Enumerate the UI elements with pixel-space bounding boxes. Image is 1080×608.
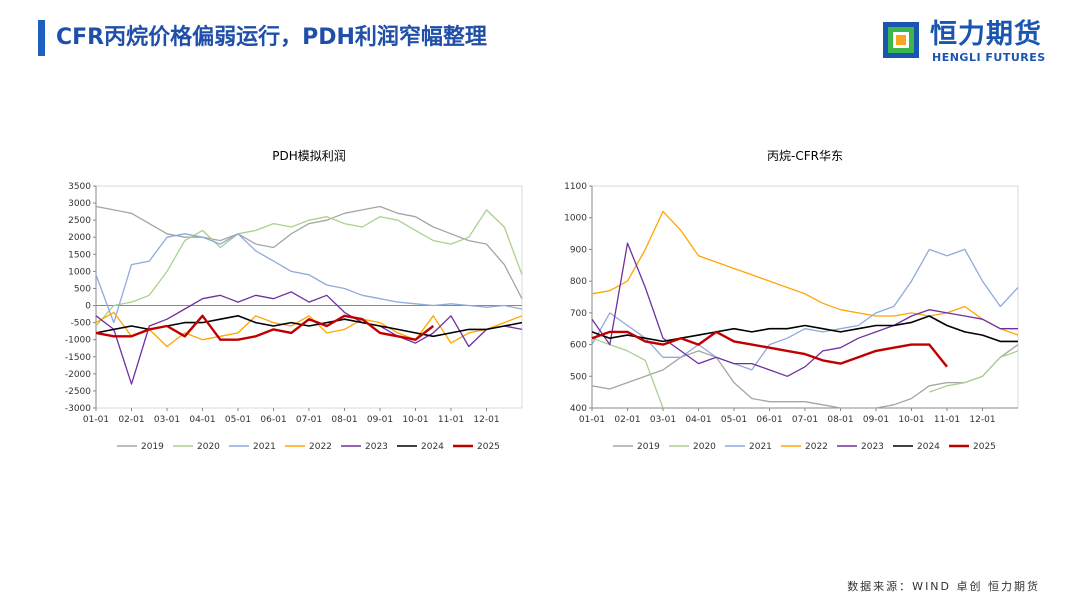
logo-mark-icon — [883, 22, 919, 58]
series-line-2021 — [591, 248, 1019, 371]
y-tick-label: 1000 — [68, 267, 91, 277]
x-tick-label: 12-01 — [473, 415, 499, 425]
y-tick-label: 900 — [570, 245, 587, 255]
series-line-2021 — [95, 233, 523, 324]
legend-label-2025: 2025 — [973, 442, 996, 452]
legend-label-2019: 2019 — [141, 442, 164, 452]
y-tick-label: 3500 — [68, 182, 91, 192]
y-tick-label: 600 — [570, 341, 587, 351]
x-tick-label: 02-01 — [614, 415, 640, 425]
chart-propane-cfr-svg: 丙烷-CFR华东 400 500 600 700 800 900 1000 1100 01-01 0… — [564, 149, 1019, 452]
legend-label-2025: 2025 — [477, 442, 500, 452]
x-tick-label: 10-01 — [402, 415, 428, 425]
series-line-2019 — [95, 205, 523, 299]
legend-label-2023: 2023 — [861, 442, 884, 452]
x-tick-label: 12-01 — [969, 415, 995, 425]
logo: 恒力期货 HENGLI FUTURES — [880, 18, 1060, 66]
title-accent-bar — [38, 20, 45, 56]
y-tick-label: -2000 — [65, 370, 91, 380]
legend-label-2022: 2022 — [309, 442, 332, 452]
series-line-2025 — [591, 330, 948, 368]
y-tick-label: 1000 — [564, 214, 587, 224]
x-tick-label: 07-01 — [296, 415, 322, 425]
x-tick-label: 11-01 — [438, 415, 464, 425]
x-tick-label: 01-01 — [83, 415, 109, 425]
y-tick-label: 1500 — [68, 250, 91, 260]
y-tick-label: -3000 — [65, 404, 91, 414]
x-tick-label: 01-01 — [579, 415, 605, 425]
legend-label-2023: 2023 — [365, 442, 388, 452]
legend-label-2024: 2024 — [421, 442, 444, 452]
y-tick-label: 400 — [570, 404, 587, 414]
series-line-2023 — [591, 242, 1018, 377]
data-source-note: 数据来源：WIND 卓创 恒力期货 — [847, 580, 1040, 593]
y-tick-label: -2500 — [65, 387, 91, 397]
x-tick-label: 03-01 — [154, 415, 180, 425]
y-tick-label: 2000 — [68, 233, 91, 243]
legend-label-2019: 2019 — [637, 442, 660, 452]
x-tick-label: 06-01 — [260, 415, 286, 425]
series-line-2019 — [591, 344, 1019, 409]
series-line-2022 — [95, 311, 523, 348]
y-tick-label: 700 — [570, 309, 587, 319]
chart-pdh-profit: PDH模拟利润 -3000 -2500 -2000 -1500 -1000 -500 0 500… — [40, 140, 540, 470]
x-tick-label: 09-01 — [863, 415, 889, 425]
y-tick-label: 2500 — [68, 216, 91, 226]
legend-label-2020: 2020 — [693, 442, 716, 452]
plot-area — [95, 185, 523, 409]
series-line-2024 — [591, 315, 1018, 343]
series-line-2020 — [591, 337, 1019, 409]
series-line-2023 — [95, 291, 523, 385]
x-tick-label: 04-01 — [189, 415, 215, 425]
x-tick-label: 03-01 — [650, 415, 676, 425]
x-tick-label: 11-01 — [934, 415, 960, 425]
y-tick-label: -1500 — [65, 353, 91, 363]
legend-label-2022: 2022 — [805, 442, 828, 452]
plot-area — [591, 185, 1019, 409]
x-tick-label: 05-01 — [721, 415, 747, 425]
x-tick-label: 08-01 — [331, 415, 357, 425]
y-tick-label: 0 — [85, 302, 91, 312]
y-tick-label: 800 — [570, 277, 587, 287]
x-tick-label: 09-01 — [367, 415, 393, 425]
logo-text-en: HENGLI FUTURES — [932, 51, 1046, 64]
series-line-2020 — [95, 209, 523, 327]
chart-title: PDH模拟利润 — [272, 149, 346, 163]
y-tick-label: 500 — [74, 284, 91, 294]
y-tick-label: 500 — [570, 372, 587, 382]
chart-title: 丙烷-CFR华东 — [767, 149, 843, 163]
legend-label-2024: 2024 — [917, 442, 940, 452]
page-title: CFR丙烷价格偏弱运行，PDH利润窄幅整理 — [56, 25, 487, 50]
x-tick-label: 06-01 — [756, 415, 782, 425]
x-tick-label: 04-01 — [685, 415, 711, 425]
x-tick-label: 02-01 — [118, 415, 144, 425]
y-tick-label: 1100 — [564, 182, 587, 192]
chart-pdh-profit-svg: PDH模拟利润 -3000 -2500 -2000 -1500 -1000 -500 0 500… — [65, 149, 523, 452]
x-tick-label: 08-01 — [827, 415, 853, 425]
y-tick-label: -1000 — [65, 336, 91, 346]
legend-label-2021: 2021 — [253, 442, 276, 452]
x-tick-label: 07-01 — [792, 415, 818, 425]
x-tick-label: 10-01 — [898, 415, 924, 425]
logo-text-cn: 恒力期货 — [930, 19, 1042, 50]
series-line-2025 — [95, 314, 435, 341]
legend-label-2020: 2020 — [197, 442, 220, 452]
x-tick-label: 05-01 — [225, 415, 251, 425]
y-tick-label: -500 — [71, 319, 92, 329]
y-tick-label: 3000 — [68, 199, 91, 209]
legend-label-2021: 2021 — [749, 442, 772, 452]
chart-propane-cfr: 丙烷-CFR华东 400 500 600 700 800 900 1000 1100 01-01 0… — [536, 140, 1036, 470]
